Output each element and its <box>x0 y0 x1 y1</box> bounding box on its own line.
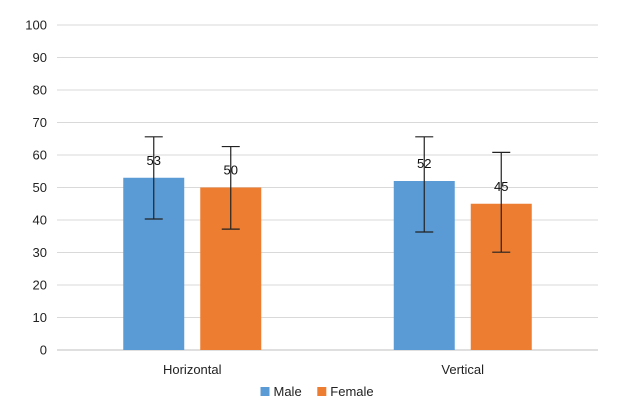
y-tick-label: 70 <box>33 115 47 130</box>
x-axis-categories: Horizontal Vertical <box>163 362 484 377</box>
data-labels-layer: 53 50 52 45 <box>147 153 509 194</box>
y-tick-label: 50 <box>33 180 47 195</box>
y-tick-label: 40 <box>33 213 47 228</box>
data-label: 52 <box>417 156 431 171</box>
y-tick-label: 20 <box>33 278 47 293</box>
x-category-label: Horizontal <box>163 362 222 377</box>
legend-swatch <box>260 387 270 396</box>
y-tick-label: 30 <box>33 245 47 260</box>
y-tick-label: 60 <box>33 148 47 163</box>
y-tick-label: 80 <box>33 83 47 98</box>
data-label: 45 <box>494 179 508 194</box>
legend-label: Male <box>274 384 302 399</box>
legend-item-male: Male <box>260 384 302 399</box>
legend-label: Female <box>330 384 373 399</box>
y-tick-label: 90 <box>33 50 47 65</box>
y-tick-label: 10 <box>33 310 47 325</box>
data-label: 50 <box>224 163 238 178</box>
bars-layer <box>123 177 532 350</box>
y-axis-ticks: 0 10 20 30 40 50 60 70 80 90 100 <box>25 18 47 358</box>
x-category-label: Vertical <box>441 362 484 377</box>
data-label: 53 <box>147 153 161 168</box>
legend-swatch <box>317 387 327 396</box>
error-bars-layer <box>144 136 511 253</box>
legend: Male Female <box>260 384 374 399</box>
y-tick-label: 100 <box>25 18 47 33</box>
legend-item-female: Female <box>317 384 374 399</box>
y-tick-label: 0 <box>40 343 47 358</box>
